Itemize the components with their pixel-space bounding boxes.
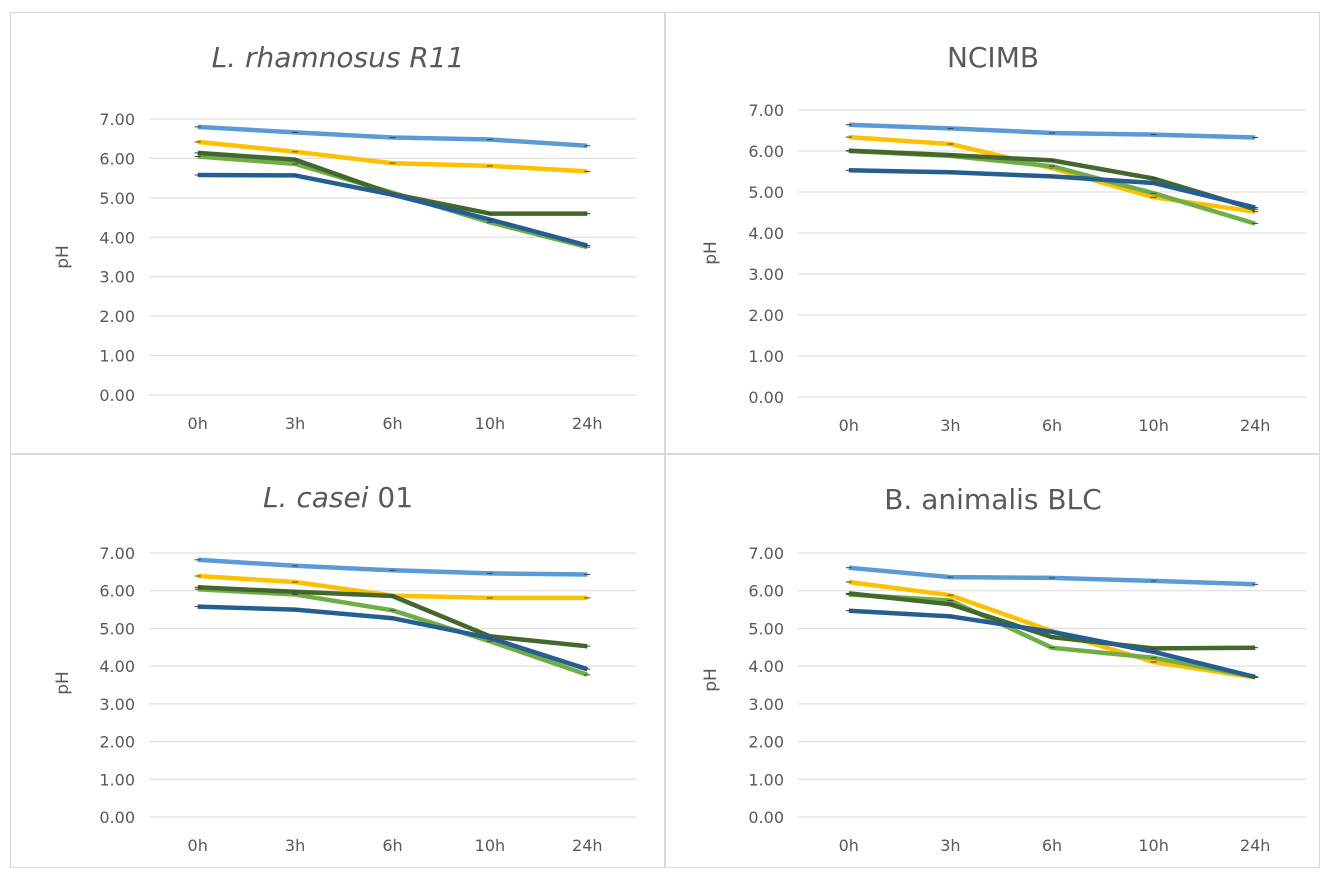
chart-panel-l-casei: L. casei 01 0.00 1.00 2.00 3.00 4.00 5.00 6.00 7… (10, 454, 665, 868)
x-tick-label: 0h (839, 836, 859, 855)
x-tick-label: 3h (940, 836, 960, 855)
y-tick-label: 4.00 (99, 657, 135, 676)
x-tick-label: 10h (1138, 416, 1169, 435)
x-tick-label: 6h (382, 414, 402, 433)
y-tick-label: 6.00 (748, 582, 784, 601)
chart-svg: B. animalis BLC 0.00 1.00 2.00 3.00 4.00 5.00 6… (701, 483, 1306, 855)
series-line (848, 565, 1256, 587)
x-tick-label: 0h (839, 416, 859, 435)
x-tick-label: 24h (1240, 416, 1271, 435)
x-tick-label: 10h (475, 414, 506, 433)
series-line (848, 591, 1256, 651)
y-tick-label: 4.00 (99, 228, 135, 247)
chart-svg: NCIMB 0.00 1.00 2.00 3.00 4.00 5.00 6.00 7.00 0h 3… (701, 41, 1306, 435)
y-tick-label: 2.00 (99, 307, 135, 326)
y-tick-label: 3.00 (748, 695, 784, 714)
x-tick-label: 0h (188, 414, 208, 433)
y-tick-label: 0.00 (748, 388, 784, 407)
chart-title: L. rhamnosus R11 (212, 41, 465, 74)
x-tick-label: 24h (572, 836, 603, 855)
y-tick-label: 2.00 (99, 733, 135, 752)
chart-panel-ncimb: NCIMB 0.00 1.00 2.00 3.00 4.00 5.00 6.00 7.00 0h 3… (665, 12, 1320, 454)
y-tick-label: 1.00 (99, 770, 135, 789)
x-tick-label: 6h (1042, 836, 1062, 855)
chart-panel-l-rhamnosus: L. rhamnosus R11 0.00 1.00 2.00 3.00 4.00 5.00… (10, 12, 665, 454)
y-tick-label: 2.00 (748, 733, 784, 752)
series-line (848, 122, 1256, 140)
y-tick-label: 6.00 (748, 142, 784, 161)
x-tick-label: 6h (1042, 416, 1062, 435)
y-tick-label: 5.00 (748, 183, 784, 202)
y-tick-label: 0.00 (99, 386, 135, 405)
y-axis-label: pH (53, 671, 73, 695)
chart-title: L. casei 01 (263, 481, 413, 514)
y-axis-label: pH (701, 668, 721, 692)
y-tick-label: 6.00 (99, 582, 135, 601)
y-tick-label: 1.00 (99, 347, 135, 366)
y-tick-label: 5.00 (748, 619, 784, 638)
chart-panel-b-animalis: B. animalis BLC 0.00 1.00 2.00 3.00 4.00 5.00 6… (665, 454, 1320, 868)
series-line (848, 148, 1256, 212)
chart-svg: L. casei 01 0.00 1.00 2.00 3.00 4.00 5.00 6.00 7… (53, 481, 636, 855)
x-tick-label: 10h (1138, 836, 1169, 855)
x-tick-label: 24h (572, 414, 603, 433)
chart-title: NCIMB (947, 41, 1039, 74)
y-tick-label: 7.00 (748, 101, 784, 120)
x-tick-label: 6h (382, 836, 402, 855)
x-tick-label: 0h (188, 836, 208, 855)
x-tick-label: 3h (940, 416, 960, 435)
x-tick-label: 3h (285, 836, 305, 855)
y-tick-label: 5.00 (99, 619, 135, 638)
series-line (197, 557, 588, 577)
x-tick-label: 3h (285, 414, 305, 433)
y-axis-label: pH (701, 241, 721, 265)
chart-title: B. animalis BLC (884, 483, 1102, 516)
y-tick-label: 3.00 (99, 695, 135, 714)
series-line (197, 124, 588, 149)
y-tick-label: 7.00 (99, 110, 135, 129)
x-tick-label: 10h (475, 836, 506, 855)
y-tick-label: 1.00 (748, 770, 784, 789)
y-tick-label: 1.00 (748, 347, 784, 366)
y-tick-label: 4.00 (748, 657, 784, 676)
y-tick-label: 7.00 (748, 544, 784, 563)
y-tick-label: 4.00 (748, 224, 784, 243)
series-line (197, 586, 589, 677)
y-tick-label: 2.00 (748, 306, 784, 325)
x-tick-label: 24h (1240, 836, 1271, 855)
y-tick-label: 6.00 (99, 149, 135, 168)
y-tick-label: 3.00 (748, 265, 784, 284)
y-tick-label: 3.00 (99, 268, 135, 287)
y-axis-label: pH (53, 245, 73, 269)
series-line (197, 604, 588, 672)
y-tick-label: 7.00 (99, 544, 135, 563)
series-line (197, 172, 588, 248)
y-tick-label: 0.00 (748, 808, 784, 827)
chart-svg: L. rhamnosus R11 0.00 1.00 2.00 3.00 4.00 5.00… (53, 41, 636, 433)
y-tick-label: 0.00 (99, 808, 135, 827)
y-tick-label: 5.00 (99, 189, 135, 208)
